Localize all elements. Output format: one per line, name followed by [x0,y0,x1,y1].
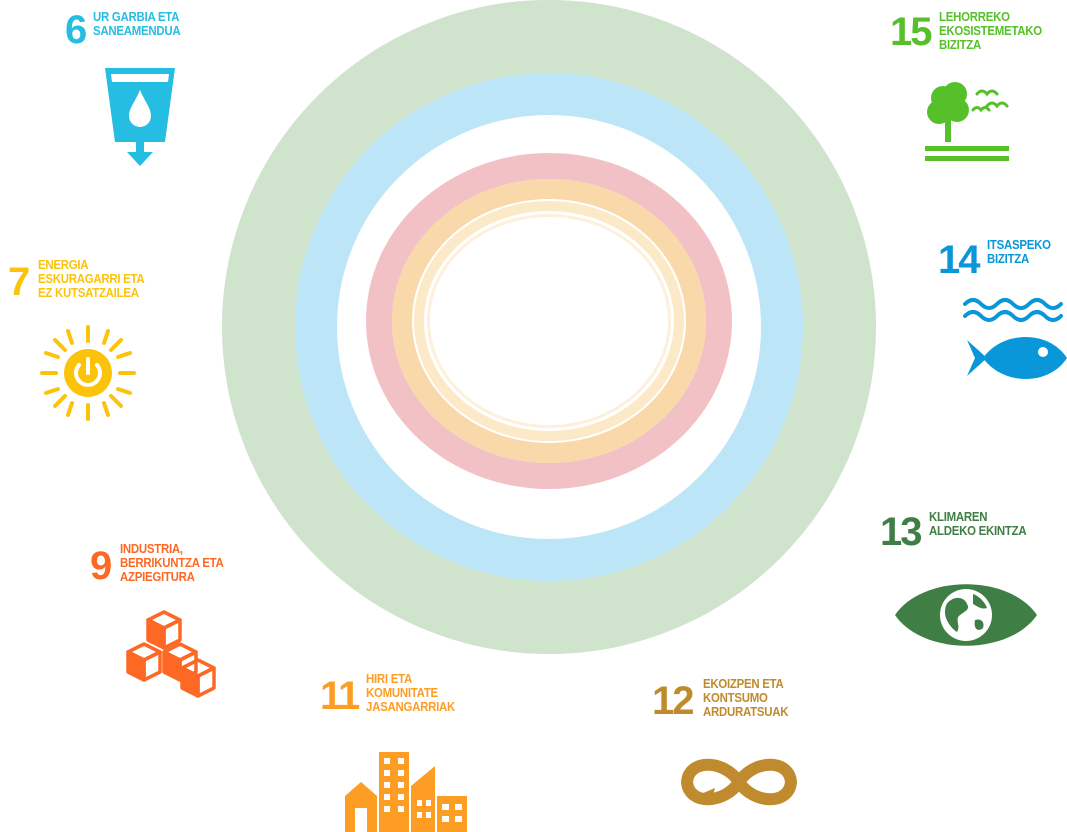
city-buildings-icon [345,752,467,832]
water-glass-icon [105,68,175,166]
goal-15-number: 15 [890,10,932,54]
goal-13-title: KLIMAREN ALDEKO EKINTZA [928,509,1027,538]
goal-14-number: 14 [938,238,980,282]
goal-7-number: 7 [8,260,30,304]
earth-eye-icon [895,584,1037,646]
goal-11-number: 11 [320,674,360,718]
goal-7: 7 ENERGIA ESKURAGARRI ETA EZ KUTSATZAILE… [8,257,159,304]
goal-11: 11 HIRI ETA KOMUNITATE JASANGARRIAK [320,671,467,718]
goal-7-title: ENERGIA ESKURAGARRI ETA EZ KUTSATZAILEA [38,257,145,300]
goal-12-title: EKOIZPEN ETA KONTSUMO ARDURATSUAK [702,676,788,719]
tree-birds-icon [925,82,1009,161]
goal-12-number: 12 [652,679,694,723]
goal-14-title: ITSASPEKO BIZITZA [986,237,1051,266]
infinity-loop-icon [681,758,797,806]
goal-12: 12 EKOIZPEN ETA KONTSUMO ARDURATSUAK [652,676,799,723]
goal-15: 15 LEHORREKO EKOSISTEMETAKO BIZITZA [890,9,1055,54]
goal-14: 14 ITSASPEKO BIZITZA [938,237,1059,282]
goal-15-title: LEHORREKO EKOSISTEMETAKO BIZITZA [938,9,1042,52]
goal-9-title: INDUSTRIA, BERRIKUNTZA ETA AZPIEGITURA [120,541,224,584]
fish-waves-icon [963,298,1067,379]
ring-innermost [427,214,671,428]
goal-13: 13 KLIMAREN ALDEKO EKINTZA [880,509,1039,554]
goal-6-title: UR GARBIA ETA SANEAMENDUA [93,9,181,38]
goal-13-number: 13 [880,510,922,554]
goal-11-title: HIRI ETA KOMUNITATE JASANGARRIAK [366,671,456,714]
goal-6-number: 6 [65,8,87,52]
goal-9-number: 9 [90,544,112,588]
cubes-icon [126,610,216,698]
goal-9: 9 INDUSTRIA, BERRIKUNTZA ETA AZPIEGITURA [90,541,238,588]
goal-6: 6 UR GARBIA ETA SANEAMENDUA [65,8,193,52]
ring-inner-cream [414,201,684,441]
sun-power-icon [40,325,136,421]
